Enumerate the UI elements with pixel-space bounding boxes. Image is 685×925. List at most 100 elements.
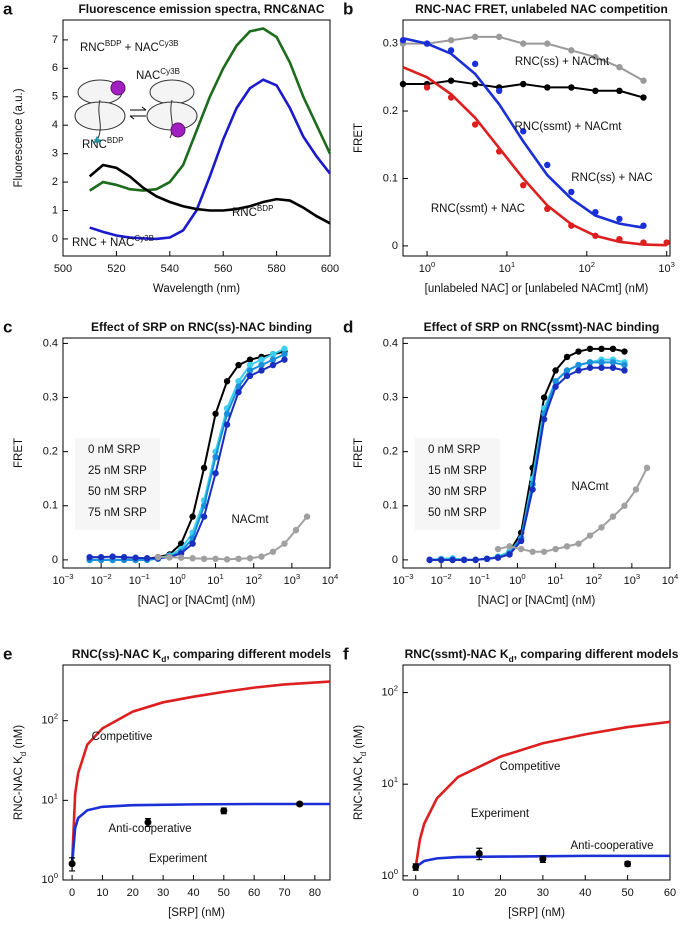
data-point <box>586 364 594 371</box>
y-tick-label: 4 <box>52 119 58 131</box>
x-tick-label: 10 <box>452 887 464 899</box>
text-part: BDP <box>257 204 274 213</box>
text-part: 10 <box>52 575 64 587</box>
data-point <box>120 553 128 561</box>
data-point <box>471 60 479 68</box>
x-tick-label: 20 <box>494 887 506 899</box>
annotation: NACmt <box>571 481 609 493</box>
series-line <box>414 854 670 868</box>
text-part: Cy3B <box>159 39 179 48</box>
text-part: −3 <box>65 572 74 581</box>
x-tick-label: 10−2 <box>91 572 112 587</box>
text-part: RNC <box>232 207 257 219</box>
data-point <box>303 513 311 520</box>
data-point <box>616 215 623 223</box>
legend-entry: 25 nM SRP <box>88 465 147 477</box>
data-point <box>399 37 407 44</box>
x-tick-label: 10−3 <box>52 572 73 587</box>
data-point <box>269 356 277 363</box>
text-part: 3 <box>671 260 675 269</box>
data-point <box>609 513 617 520</box>
data-point <box>292 526 300 534</box>
text-part: 2 <box>54 711 58 720</box>
text-part: 10 <box>658 263 670 275</box>
data-point <box>235 388 242 396</box>
text-part: RNC(ss)-NAC K <box>72 647 162 661</box>
data-point <box>598 364 605 371</box>
text-part: 10 <box>547 575 559 587</box>
text-part: 0 <box>521 572 525 581</box>
y-tick-label: 100 <box>41 871 58 886</box>
x-axis-label: [NAC] or [NACmt] (nM) <box>478 595 596 607</box>
data-point <box>449 556 456 564</box>
text-part: 10 <box>129 575 141 587</box>
y-tick-label: 0.1 <box>383 500 398 512</box>
x-tick-label: 104 <box>662 572 679 587</box>
annotation: Experiment <box>149 853 208 865</box>
text-part: 10 <box>469 575 481 587</box>
x-tick-label: 10−3 <box>392 572 413 587</box>
data-point <box>189 555 196 562</box>
text-part: 10 <box>381 686 393 698</box>
series-line <box>70 680 331 864</box>
data-point <box>616 63 623 71</box>
text-part: RNC-NAC K <box>13 756 25 820</box>
x-axis-label: [unlabeled NAC] or [unlabeled NACmt] (nM… <box>425 283 649 295</box>
data-point <box>621 367 628 374</box>
data-point <box>575 361 582 369</box>
data-point <box>471 33 479 41</box>
text-part: d <box>509 654 514 664</box>
data-point <box>189 513 196 520</box>
data-point <box>592 232 599 239</box>
x-axis-label: Wavelength (nm) <box>153 283 240 295</box>
chart-title: RNC-NAC FRET, unlabeled NAC competition <box>415 2 668 16</box>
data-point <box>529 486 536 493</box>
y-tick-label: 1 <box>52 204 58 216</box>
text-part: Cy3B <box>160 67 180 76</box>
y-tick-label: 0.3 <box>383 38 398 50</box>
chart-title: Effect of SRP on RNC(ss)-NAC binding <box>91 320 312 334</box>
x-tick-label: 20 <box>127 887 139 899</box>
data-point <box>68 860 76 868</box>
series-line <box>414 720 671 868</box>
legend-entry: 50 nM SRP <box>88 486 147 498</box>
y-tick-label: 0.4 <box>383 337 398 349</box>
x-tick-label: 50 <box>621 887 633 899</box>
data-point <box>544 40 551 47</box>
text-part: 2 <box>394 683 398 692</box>
text-part: d <box>19 752 28 756</box>
text-part: , comparing different models <box>166 647 331 661</box>
data-point <box>212 453 219 461</box>
data-point <box>632 486 640 493</box>
x-tick-label: 80 <box>309 887 321 899</box>
y-tick-label: 3 <box>52 148 58 160</box>
y-tick-label: 102 <box>381 683 398 698</box>
data-point <box>544 161 551 169</box>
data-point <box>544 205 551 212</box>
data-point <box>575 540 582 547</box>
x-axis-label: [SRP] (nM) <box>508 907 565 919</box>
x-tick-label: 10−2 <box>431 572 452 587</box>
data-point <box>563 372 571 380</box>
data-point <box>495 87 503 95</box>
data-point <box>296 800 304 808</box>
x-tick-label: 60 <box>664 887 676 899</box>
text-part: 10 <box>624 575 636 587</box>
y-tick-label: 0 <box>52 554 58 566</box>
data-point <box>592 87 599 95</box>
x-tick-label: 30 <box>157 887 169 899</box>
data-point <box>643 464 651 472</box>
y-tick-label: 5 <box>52 91 58 103</box>
plot-frame <box>402 19 671 257</box>
text-part: 2 <box>591 260 595 269</box>
data-point <box>235 555 242 562</box>
data-point <box>447 37 455 44</box>
text-part: 10 <box>499 263 511 275</box>
annotation: RNCBDP <box>82 136 123 151</box>
data-point <box>616 87 623 95</box>
y-tick-label: 101 <box>41 791 58 806</box>
text-part: −1 <box>481 572 490 581</box>
plot-frame <box>62 664 331 881</box>
data-point <box>189 540 196 547</box>
data-point <box>609 364 617 371</box>
